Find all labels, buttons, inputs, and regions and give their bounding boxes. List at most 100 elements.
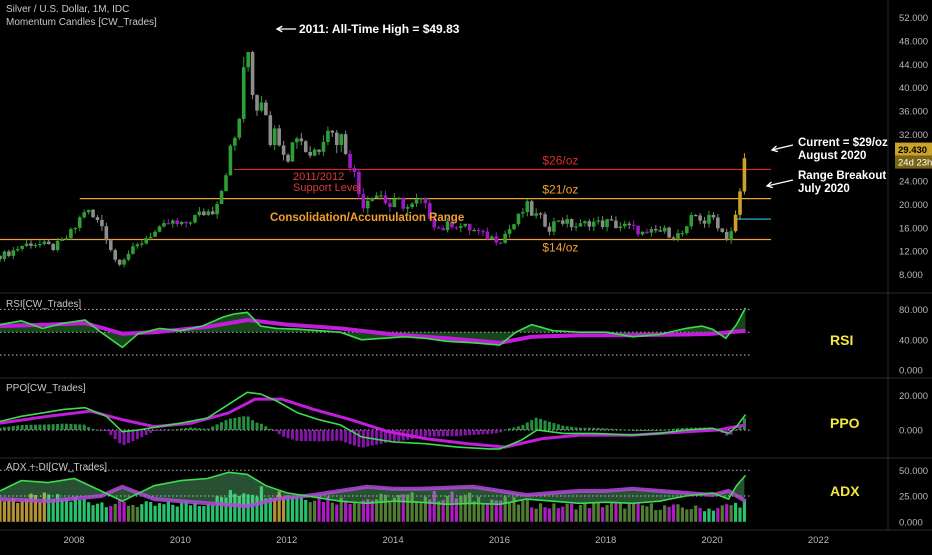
adx-bar — [113, 503, 117, 522]
ppo-histogram-bar — [468, 430, 472, 436]
candle-body — [472, 229, 476, 232]
candle-body — [671, 237, 676, 239]
ppo-histogram-bar — [441, 430, 445, 437]
ppo-badge: PPO — [830, 415, 860, 431]
ppo-histogram-bar — [459, 430, 463, 436]
ppo-histogram-bar — [348, 430, 352, 445]
adx-bar — [667, 506, 671, 522]
adx-bar — [304, 499, 308, 522]
adx-bar — [694, 505, 698, 522]
adx-bar — [38, 501, 42, 522]
rsi-signal-line — [0, 317, 746, 345]
ppo-histogram-bar — [592, 427, 596, 430]
ppo-histogram-bar — [69, 423, 73, 430]
ppo-histogram-bar — [485, 430, 489, 435]
candle-body — [388, 203, 392, 208]
candle-body — [312, 149, 317, 156]
ppo-histogram-bar — [56, 423, 60, 430]
adx-bar — [654, 510, 658, 522]
price-tick-label: 32.000 — [899, 130, 928, 141]
adx-bar — [592, 502, 596, 522]
candle-body — [361, 194, 366, 209]
ppo-histogram-bar — [171, 429, 175, 431]
candle-body — [658, 230, 663, 232]
candle-body — [707, 214, 711, 224]
candle-body — [2, 251, 7, 260]
ppo-histogram-bar — [632, 430, 636, 431]
time-axis[interactable]: 2008 2010 2012 2014 2016 2018 2020 2022 — [63, 535, 829, 546]
ppo-histogram-bar — [503, 429, 507, 431]
adx-bar — [295, 496, 299, 522]
ppo-histogram-bar — [636, 430, 640, 431]
candle-body — [0, 255, 2, 260]
ppo-histogram-bar — [437, 430, 441, 437]
adx-bar — [140, 504, 144, 522]
ppo-histogram-bar — [259, 423, 263, 430]
candle-body — [441, 227, 445, 231]
adx-bar — [56, 494, 60, 522]
ppo-signal-line — [0, 397, 746, 449]
adx-tick-label: 50.000 — [899, 466, 928, 477]
ppo-histogram-bar — [242, 416, 246, 430]
ppo-histogram-bar — [415, 430, 419, 439]
adx-bar — [636, 502, 640, 522]
ppo-histogram-bar — [423, 430, 427, 437]
adx-bar — [7, 500, 11, 522]
ppo-histogram-bar — [392, 430, 396, 442]
current-arrow-head — [770, 145, 778, 153]
ppo-histogram-bar — [149, 430, 153, 433]
ppo-histogram-bar — [454, 430, 458, 437]
ppo-histogram-bar — [38, 424, 42, 430]
ppo-histogram-bar — [344, 430, 348, 443]
ppo-histogram-bar — [104, 430, 108, 432]
adx-bar — [95, 503, 100, 522]
candle-body — [281, 145, 286, 155]
ppo-histogram-bar — [587, 427, 591, 430]
ppo-histogram-bar — [419, 430, 423, 438]
candle-body — [139, 243, 144, 245]
ppo-histogram-bar — [197, 428, 201, 430]
ppo-histogram-bar — [583, 427, 587, 430]
price-axis[interactable]: 8.00012.00016.00020.00024.00028.00032.00… — [895, 13, 932, 281]
adx-bar — [649, 503, 653, 522]
adx-bar — [410, 492, 414, 522]
candle-body — [157, 226, 162, 232]
ppo-histogram-bar — [339, 430, 343, 441]
candle-body — [20, 245, 24, 249]
candle-body — [574, 226, 578, 228]
time-tick-label: 2010 — [170, 535, 191, 546]
candle-body — [662, 227, 667, 232]
candle-body — [11, 250, 16, 256]
adx-bar — [450, 491, 454, 522]
candle-body — [179, 221, 184, 225]
ppo-histogram-bar — [16, 425, 20, 430]
adx-bar — [42, 492, 46, 522]
adx-bar — [711, 510, 716, 522]
countdown-badge — [895, 155, 932, 169]
candle-body — [587, 221, 592, 227]
ppo-histogram-bar — [654, 430, 658, 431]
adx-bar — [122, 501, 126, 522]
level-label: $26/oz — [542, 153, 578, 167]
adx-bar — [135, 507, 139, 522]
adx-bar — [671, 504, 676, 522]
adx-bar — [335, 504, 339, 522]
ppo-histogram-bar — [20, 425, 24, 430]
candle-body — [405, 207, 410, 209]
ppo-histogram-bar — [609, 428, 613, 430]
candle-body — [148, 236, 153, 239]
ppo-histogram-bar — [490, 430, 494, 434]
ppo-histogram-bar — [29, 424, 33, 430]
adx-bar — [188, 505, 193, 522]
candle-body — [286, 154, 290, 162]
adx-bar — [237, 495, 241, 522]
ppo-histogram-bar — [561, 425, 565, 430]
adx-bar — [556, 508, 560, 522]
ppo-histogram-bar — [228, 418, 232, 430]
adx-bar — [175, 506, 179, 522]
candle-body — [459, 226, 463, 228]
adx-bar — [219, 497, 224, 522]
adx-bar — [317, 496, 321, 522]
